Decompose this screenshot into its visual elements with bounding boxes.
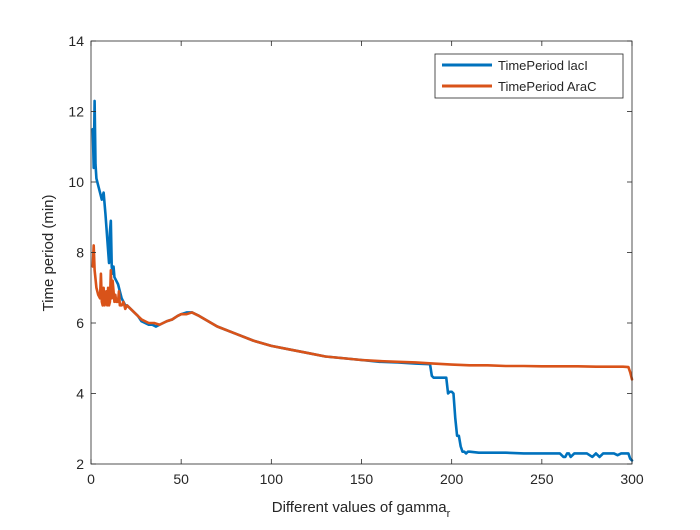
x-tick-label: 50 [173,471,189,487]
legend-box [434,53,624,99]
legend-label-laci: TimePeriod lacI [498,58,588,73]
y-tick-label: 10 [68,174,84,190]
series-line-1 [91,244,634,381]
x-tick-label: 0 [87,471,95,487]
x-tick-label: 200 [440,471,464,487]
y-tick-label: 6 [76,315,84,331]
x-tick-label: 250 [530,471,554,487]
y-tick-label: 2 [76,456,84,472]
x-axis-label: Different values of gammar [272,499,451,520]
series-layer [91,99,634,462]
plot-background [91,41,632,464]
y-tick-label: 4 [76,386,84,402]
x-tick-label: 300 [620,471,644,487]
y-tick-label: 12 [68,104,84,120]
ticks-layer: 0 50 100 150 200 250 300 2 4 6 8 10 12 14 [68,33,643,487]
plot-area [91,41,632,464]
y-axis-label: Time period (min) [40,195,57,312]
x-tick-label: 100 [260,471,284,487]
legend: TimePeriod lacI TimePeriod AraC [434,53,624,99]
x-axis-label-subscript: r [447,508,451,520]
y-tick-label: 14 [68,33,84,49]
x-axis-label-main: Different values of gamma [272,499,447,516]
legend-label-arac: TimePeriod AraC [498,79,597,94]
y-tick-label: 8 [76,245,84,261]
x-tick-label: 150 [350,471,374,487]
